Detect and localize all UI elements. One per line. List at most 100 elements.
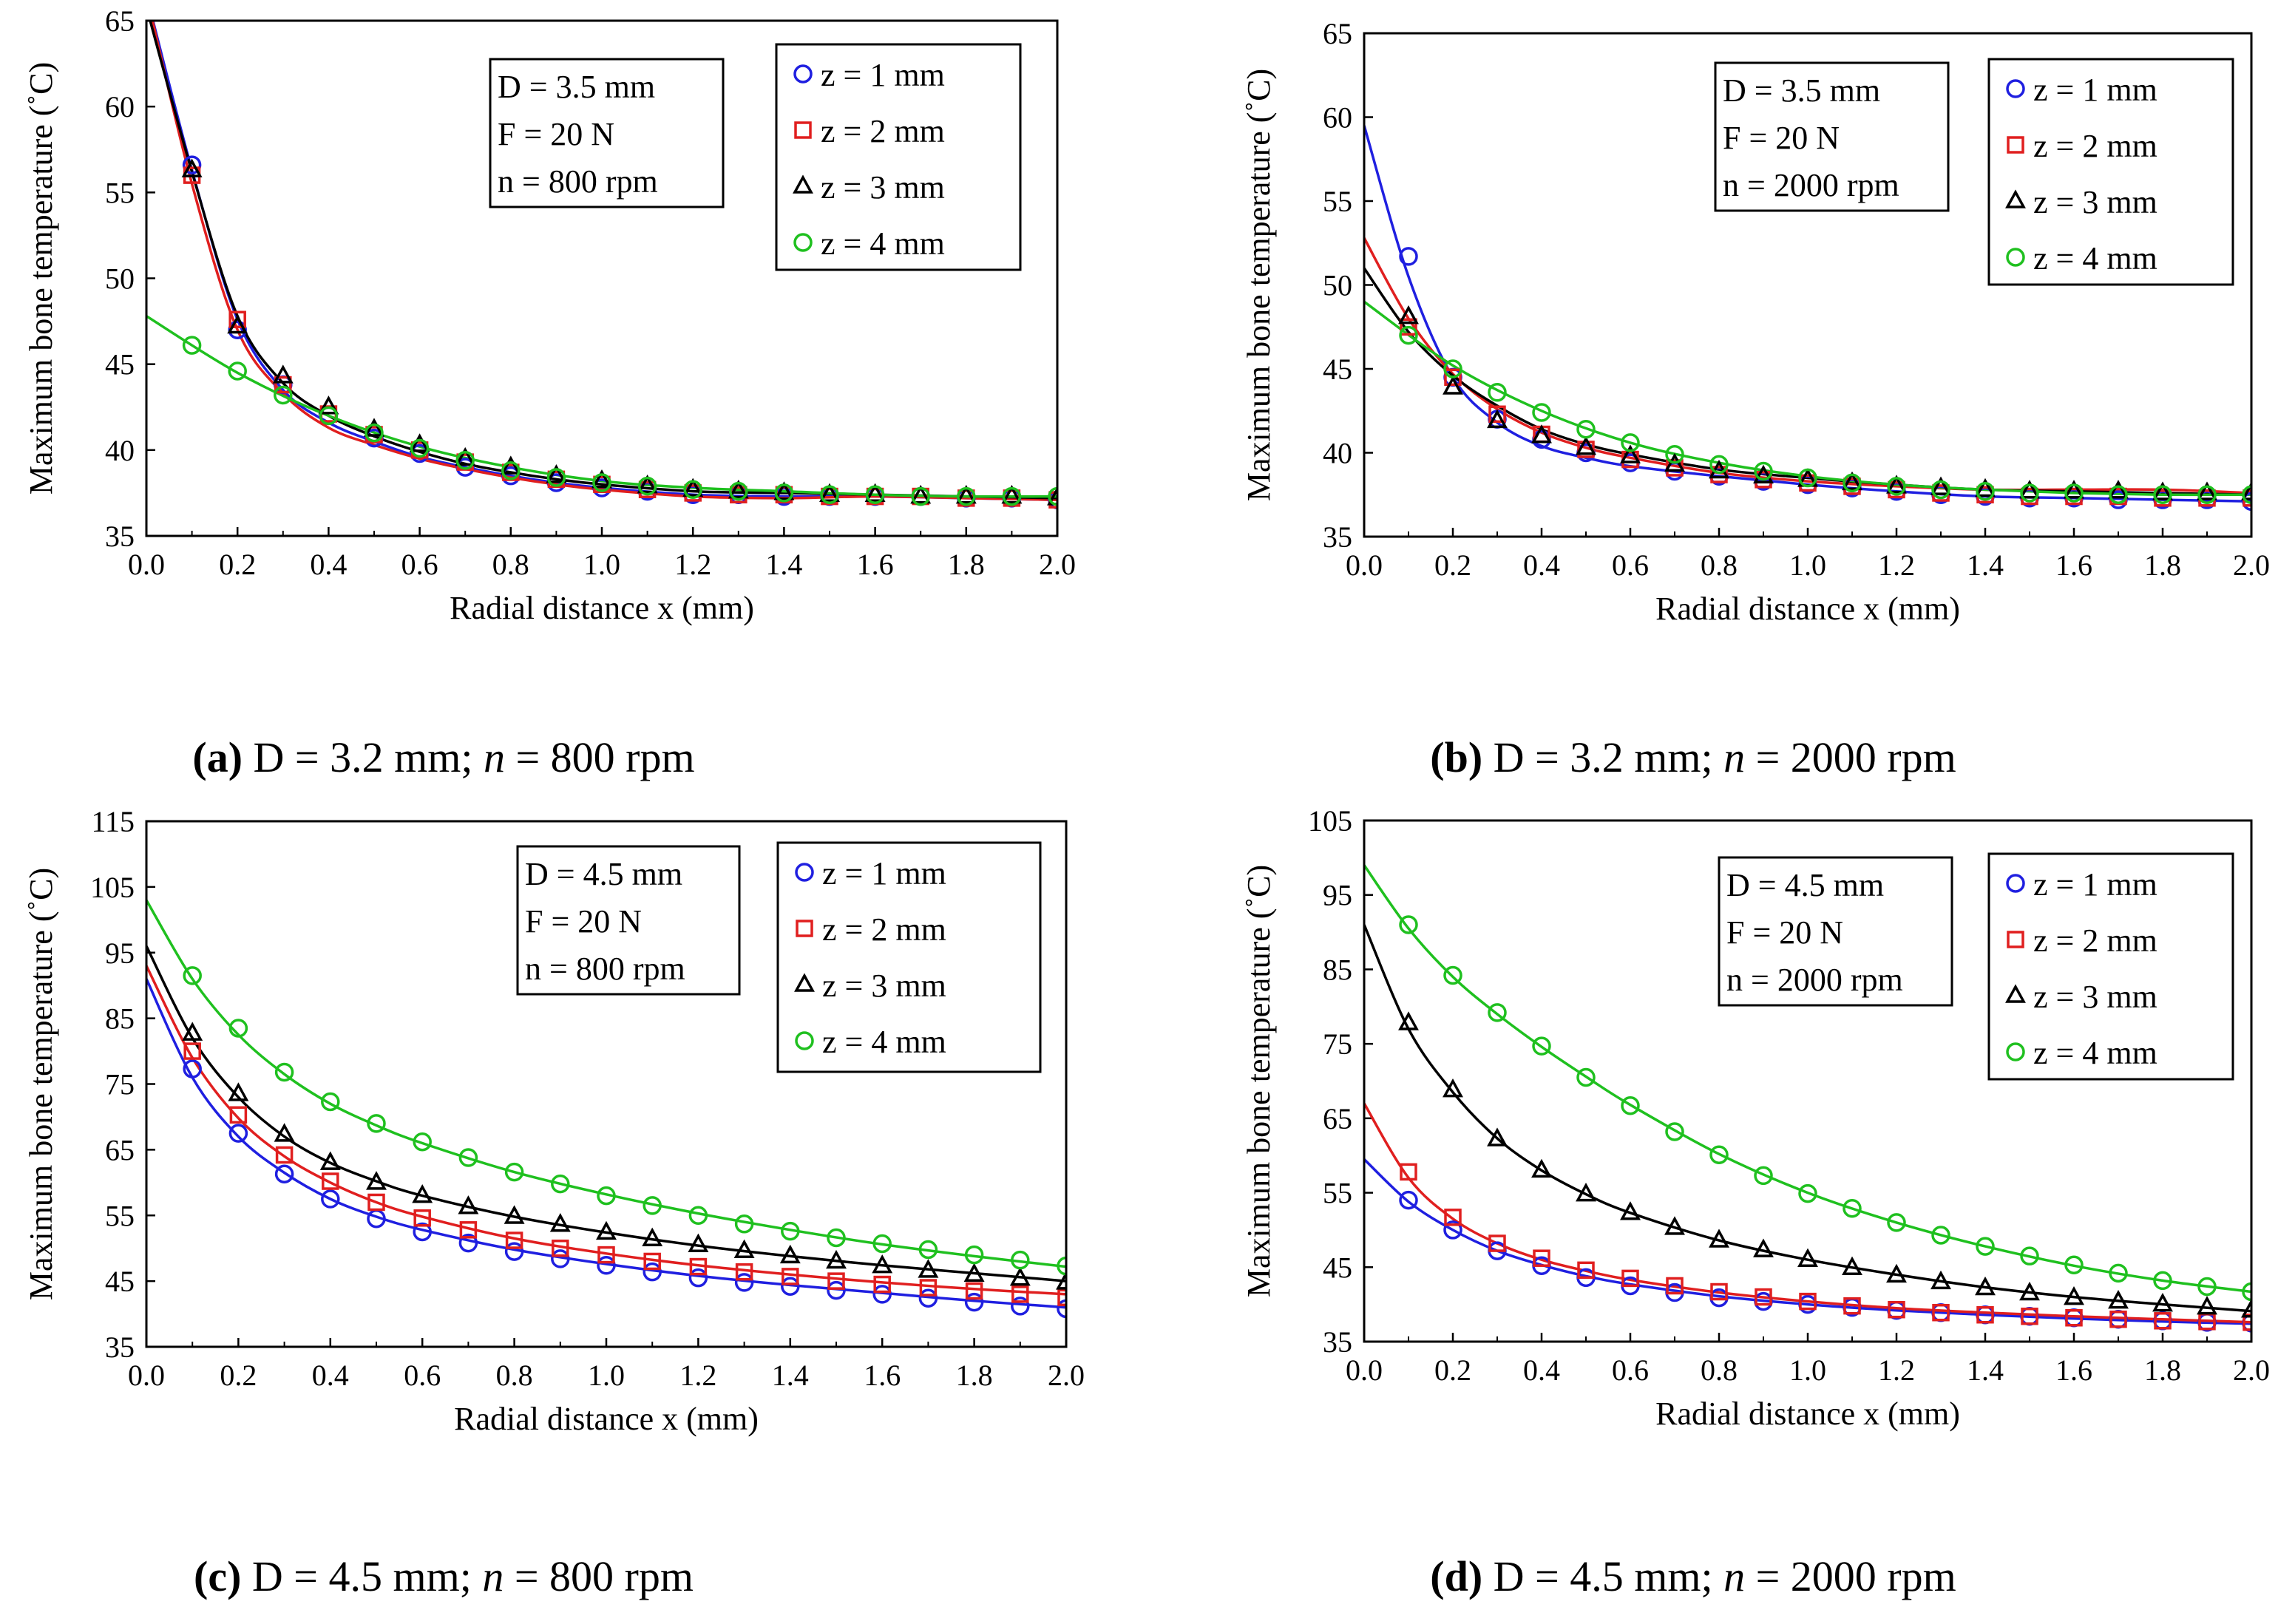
data-point bbox=[872, 1285, 892, 1304]
data-point bbox=[2065, 1309, 2083, 1327]
y-tick-label: 85 bbox=[1323, 953, 1352, 986]
legend-label: z = 3 mm bbox=[822, 968, 946, 1004]
data-point bbox=[274, 1062, 294, 1082]
data-point bbox=[2197, 1296, 2217, 1315]
data-point bbox=[1398, 305, 1419, 325]
x-tick-label: 2.0 bbox=[1048, 1359, 1085, 1392]
data-point bbox=[501, 461, 521, 480]
annotation-text: F = 20 N bbox=[498, 116, 614, 152]
data-point bbox=[2109, 485, 2128, 504]
x-tick-label: 0.4 bbox=[310, 548, 347, 581]
data-point bbox=[2153, 1271, 2172, 1291]
x-tick-label: 1.8 bbox=[956, 1359, 993, 1392]
legend-marker bbox=[2006, 874, 2025, 893]
data-point bbox=[1488, 405, 1506, 424]
x-tick-label: 0.4 bbox=[1523, 548, 1560, 582]
data-point bbox=[592, 473, 611, 492]
chart-panel-c: 0.0 0.2 0.4 0.6 0.8 1.0 1.2 1.4 1.6 1.8 2.0 35 45 55 6… bbox=[23, 805, 1085, 1437]
legend-label: z = 3 mm bbox=[2033, 979, 2157, 1015]
data-point bbox=[872, 1254, 893, 1274]
data-point bbox=[597, 1246, 615, 1264]
annotation-text: D = 3.5 mm bbox=[498, 69, 655, 105]
data-point bbox=[322, 1172, 339, 1190]
legend-box bbox=[776, 841, 1042, 1073]
y-tick-label: 45 bbox=[1323, 353, 1352, 386]
chart-panel-d: 0.0 0.2 0.4 0.6 0.8 1.0 1.2 1.4 1.6 1.8 2.0 35 45 55 6… bbox=[1241, 804, 2270, 1432]
annotation-text: n = 800 rpm bbox=[498, 163, 658, 200]
data-point bbox=[591, 469, 612, 489]
data-point bbox=[228, 310, 246, 329]
x-tick-label: 0.6 bbox=[1612, 548, 1649, 582]
data-point bbox=[551, 1249, 570, 1268]
data-point bbox=[1001, 484, 1023, 504]
data-point bbox=[733, 1239, 755, 1258]
plot-area bbox=[1364, 125, 2251, 512]
data-point bbox=[455, 451, 475, 470]
data-point bbox=[918, 1288, 938, 1308]
data-point bbox=[413, 1209, 431, 1227]
x-tick-label: 0.6 bbox=[404, 1359, 441, 1392]
data-point bbox=[228, 1124, 248, 1143]
y-tick-label: 55 bbox=[1323, 1177, 1352, 1210]
data-point bbox=[910, 484, 932, 504]
legend-marker bbox=[795, 863, 814, 882]
y-tick-label: 45 bbox=[1323, 1251, 1352, 1284]
series-line bbox=[1364, 864, 2251, 1294]
data-point bbox=[409, 433, 430, 452]
x-tick-label: 1.4 bbox=[772, 1359, 809, 1392]
x-tick-label: 1.0 bbox=[588, 1359, 625, 1392]
data-point bbox=[1975, 1276, 1996, 1296]
chart-panel-b: 0.0 0.2 0.4 0.6 0.8 1.0 1.2 1.4 1.6 1.8 2.0 35 40 45 5… bbox=[1241, 17, 2270, 627]
x-tick-label: 0.8 bbox=[1701, 548, 1738, 582]
annotation-box bbox=[1718, 856, 1953, 1007]
data-point bbox=[1842, 471, 1862, 491]
data-point bbox=[455, 446, 476, 466]
x-tick-label: 1.8 bbox=[2144, 548, 2181, 582]
data-point bbox=[918, 1259, 939, 1278]
legend-marker bbox=[794, 121, 812, 139]
data-point bbox=[2064, 1285, 2084, 1305]
data-point bbox=[1709, 1229, 1729, 1248]
data-point bbox=[410, 438, 430, 458]
data-point bbox=[1710, 1282, 1728, 1301]
data-point bbox=[781, 1221, 800, 1241]
x-tick-label: 1.0 bbox=[1789, 1353, 1826, 1387]
plot-area bbox=[1364, 864, 2251, 1333]
y-tick-label: 105 bbox=[1308, 804, 1352, 838]
y-axis-label: Maximum bone temperature (˚C) bbox=[1241, 69, 1277, 501]
x-tick-label: 1.6 bbox=[864, 1359, 901, 1392]
data-point bbox=[1443, 965, 1462, 985]
data-point bbox=[1799, 1292, 1817, 1311]
legend-marker bbox=[793, 64, 813, 84]
y-tick-label: 35 bbox=[105, 520, 135, 553]
data-point bbox=[682, 478, 704, 497]
series-line bbox=[146, 965, 1066, 1296]
data-point bbox=[1443, 1220, 1462, 1240]
data-point bbox=[318, 395, 339, 415]
data-point bbox=[412, 1183, 433, 1203]
data-point bbox=[2109, 1311, 2127, 1328]
x-tick-label: 2.0 bbox=[2233, 548, 2270, 582]
data-point bbox=[773, 481, 795, 500]
y-tick-label: 85 bbox=[105, 1002, 135, 1036]
annotation-text: n = 2000 rpm bbox=[1726, 962, 1903, 998]
data-point bbox=[964, 1245, 984, 1265]
legend-marker bbox=[794, 973, 815, 992]
annotation-box bbox=[516, 845, 741, 996]
x-tick-label: 0.0 bbox=[1346, 548, 1383, 582]
data-point bbox=[228, 1019, 248, 1038]
data-point bbox=[643, 1252, 661, 1271]
y-tick-label: 50 bbox=[1323, 269, 1352, 302]
data-point bbox=[227, 314, 248, 334]
data-point bbox=[1709, 1145, 1729, 1164]
legend-label: z = 1 mm bbox=[821, 57, 945, 93]
data-point bbox=[1843, 1198, 1862, 1218]
x-tick-label: 0.6 bbox=[1612, 1353, 1649, 1387]
data-point bbox=[2064, 483, 2084, 503]
data-point bbox=[321, 1092, 340, 1112]
data-point bbox=[274, 376, 292, 394]
data-point bbox=[549, 1213, 571, 1232]
plot-frame bbox=[145, 820, 1068, 1348]
data-point bbox=[2242, 1282, 2251, 1302]
x-axis-label: Radial distance x (mm) bbox=[450, 590, 754, 626]
